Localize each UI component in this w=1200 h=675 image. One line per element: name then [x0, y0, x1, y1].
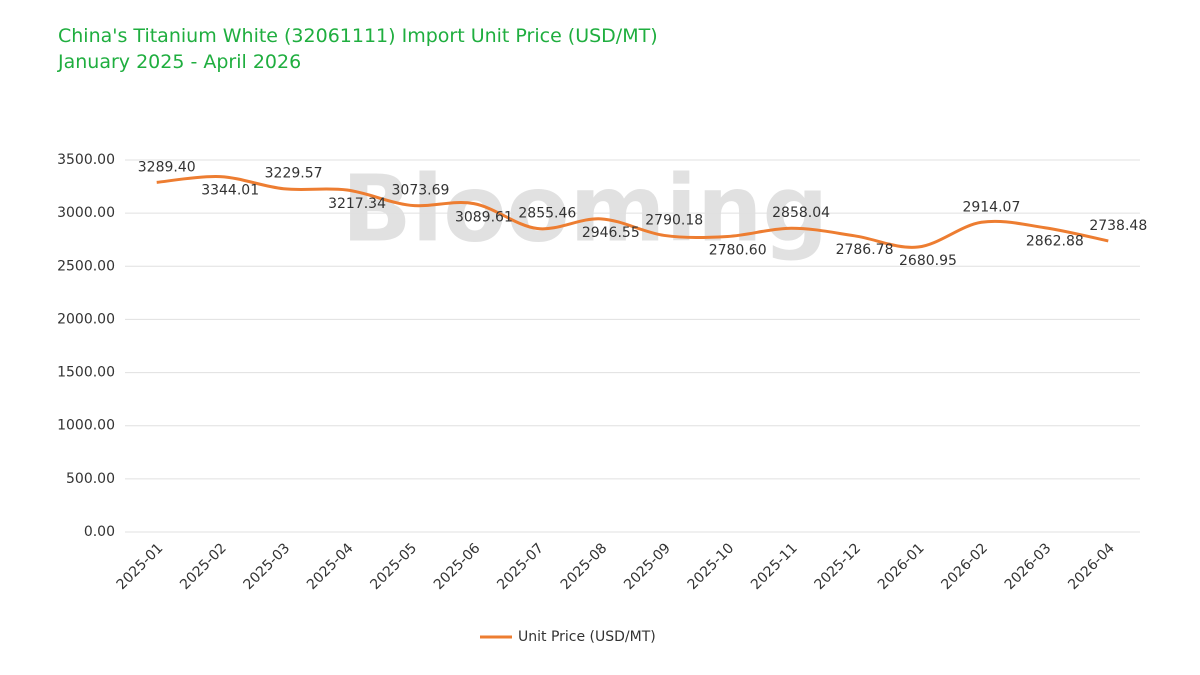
line [156, 174, 1109, 249]
y-tick-label: 0.00 [84, 524, 115, 540]
data-label: 2790.18 [645, 212, 703, 228]
x-tick-label: 2025-11 [748, 540, 801, 593]
chart-title: China's Titanium White (32061111) Import… [58, 25, 658, 47]
x-tick-label: 2025-03 [241, 540, 294, 593]
y-tick-label: 1000.00 [57, 418, 115, 434]
data-label: 3289.40 [138, 159, 196, 175]
x-tick-label: 2026-01 [875, 540, 928, 593]
data-label: 2680.95 [899, 253, 957, 269]
x-tick-label: 2025-06 [431, 540, 484, 593]
data-label: 2855.46 [518, 206, 576, 222]
y-tick-label: 1500.00 [57, 365, 115, 381]
data-label: 2780.60 [709, 242, 767, 258]
y-tick-label: 500.00 [66, 471, 115, 487]
data-label: 2946.55 [582, 225, 640, 241]
legend-label: Unit Price (USD/MT) [518, 629, 656, 645]
x-tick-label: 2025-01 [114, 540, 167, 593]
chart-subtitle: January 2025 - April 2026 [57, 51, 301, 73]
y-tick-label: 3500.00 [57, 152, 115, 168]
data-label: 2738.48 [1089, 218, 1147, 234]
data-label: 2862.88 [1026, 234, 1084, 250]
x-tick-label: 2025-04 [304, 540, 357, 593]
x-tick-label: 2026-03 [1002, 540, 1055, 593]
x-tick-label: 2025-10 [685, 540, 738, 593]
x-tick-label: 2025-02 [177, 540, 230, 593]
x-tick-label: 2025-08 [558, 540, 611, 593]
data-label: 3344.01 [201, 183, 259, 199]
data-label: 2914.07 [962, 199, 1020, 215]
x-tick-label: 2025-09 [621, 540, 674, 593]
x-tick-label: 2026-04 [1065, 540, 1118, 593]
data-label: 3089.61 [455, 210, 513, 226]
x-tick-label: 2025-12 [812, 540, 865, 593]
y-tick-label: 3000.00 [57, 205, 115, 221]
x-tick-label: 2025-05 [367, 540, 420, 593]
x-tick-label: 2026-02 [938, 540, 991, 593]
watermark: Blooming [342, 155, 829, 262]
x-tick-label: 2025-07 [494, 540, 547, 593]
y-tick-label: 2500.00 [57, 258, 115, 274]
data-label: 3229.57 [265, 166, 323, 182]
data-label: 3073.69 [392, 182, 450, 198]
data-label: 3217.34 [328, 196, 386, 212]
data-label: 2786.78 [836, 242, 894, 258]
y-tick-label: 2000.00 [57, 311, 115, 327]
data-label: 2858.04 [772, 205, 830, 221]
